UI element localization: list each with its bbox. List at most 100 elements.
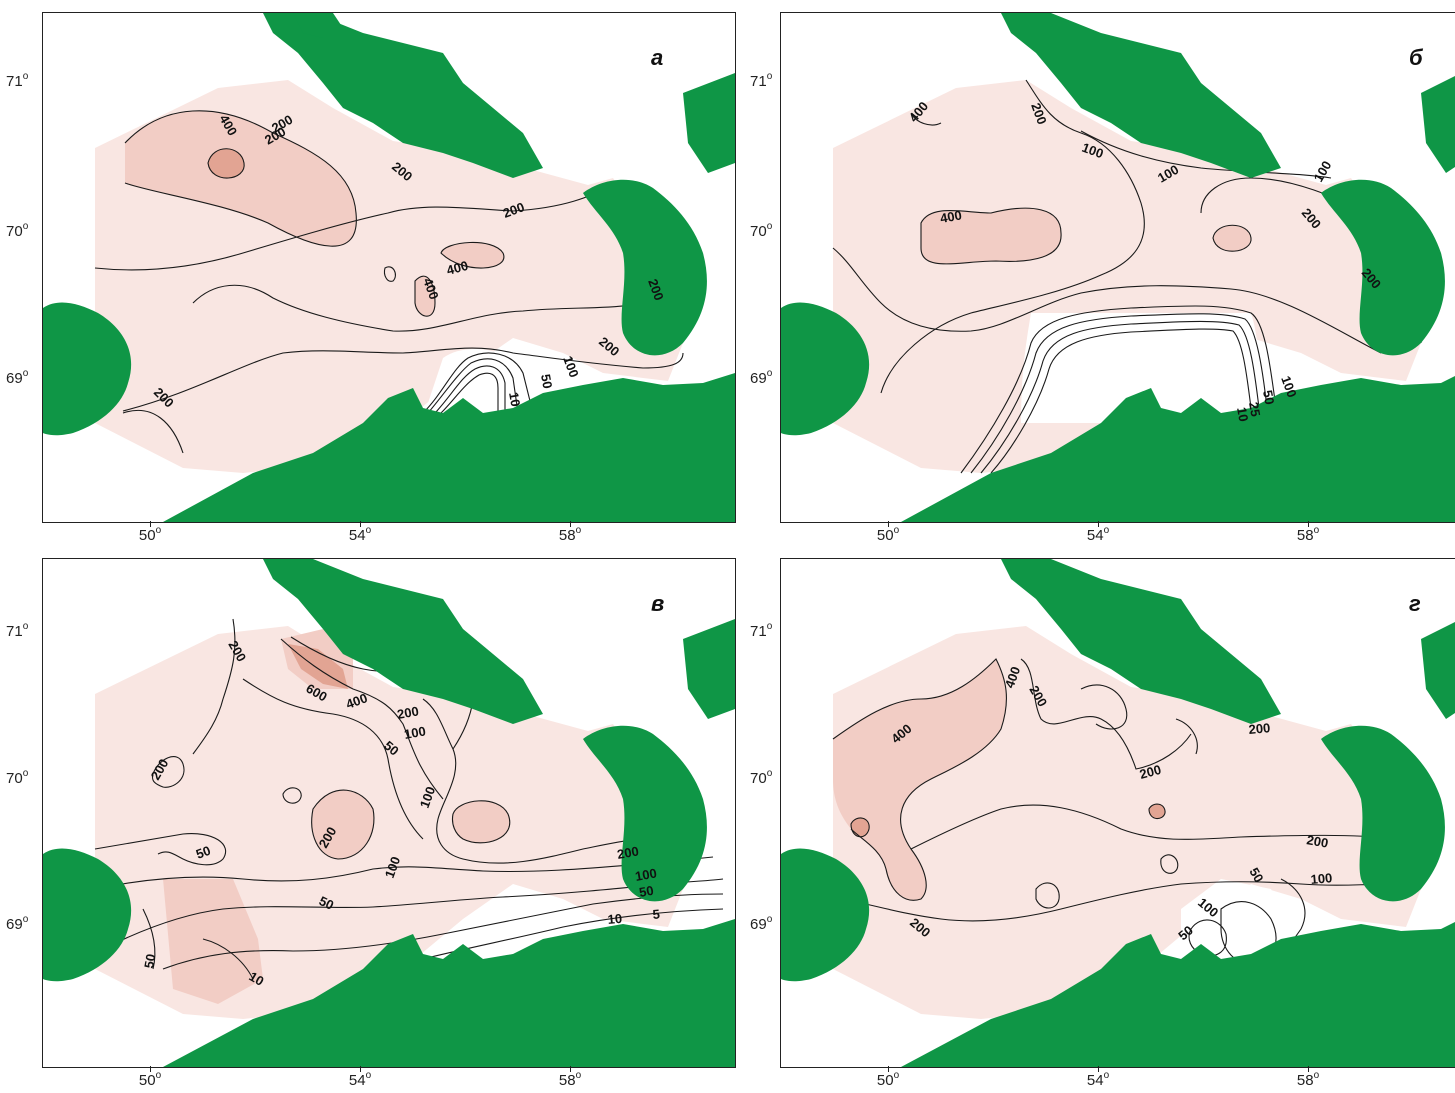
land-area [1001,559,1281,724]
map-canvas-g: 400 400 200 200 200 200 100 100 50 50 20… [781,559,1455,1067]
contour-label: 10 [607,911,623,927]
contour-label: 200 [1305,832,1329,851]
sea-shading [208,148,245,179]
contour-label: 5 [652,906,661,922]
isoline [414,275,436,317]
sea-shading [163,879,263,1004]
map-canvas-a: 400 200 200 200 200 400 400 200 200 200 … [43,13,735,522]
lat-label-70: 70o [6,768,29,787]
land-area [43,302,132,436]
sea-shading [452,800,510,843]
panel-letter-g: г [1409,591,1421,616]
lat-label-70: 70o [6,221,29,240]
isoline [1080,684,1128,730]
contour-label: 200 [501,199,527,221]
contour-label: 200 [1248,720,1271,737]
isoline [383,266,396,282]
contour-label: 100 [1278,374,1300,400]
isoline [960,305,1277,474]
lon-label-58: 58o [1296,1070,1320,1089]
isoline [1035,882,1060,909]
isoline [122,409,184,454]
land-area [263,13,543,178]
contour-label: 10 [1234,406,1251,423]
isoline [1175,718,1198,755]
sea-shading [833,80,1421,473]
lon-label-54: 54o [348,1070,372,1089]
isoline [202,938,254,980]
lat-label-71: 71o [750,621,773,640]
isoline [980,320,1260,474]
isoline [142,908,156,970]
contour-label: 100 [1311,158,1335,184]
lat-label-69: 69o [750,368,773,387]
lon-label-58: 58o [1296,525,1320,544]
contour-label: 50 [317,893,336,913]
land-area [1321,179,1445,356]
isoline [910,804,1402,850]
lon-label-50: 50o [138,525,162,544]
isoline [124,110,357,247]
contour-label: 400 [1002,665,1024,691]
land-area [1421,622,1455,719]
isoline [832,658,1007,901]
lon-label-58: 58o [558,525,582,544]
contour-label: 50 [538,373,555,390]
isoline [282,787,302,804]
isoline [207,148,245,179]
land-area [163,373,735,522]
isoline [434,365,506,414]
isoline [970,313,1268,474]
sea-shading [125,110,357,247]
contour-label: 100 [382,855,404,881]
contour-label: 100 [1080,140,1106,162]
contour-label: 50 [194,843,213,862]
land-area [901,376,1455,522]
land-area [683,619,735,719]
lon-label-54: 54o [1086,525,1110,544]
contour-label: 50 [638,883,655,900]
contour-label: 200 [396,703,420,722]
map-panel-b: 71o 70o 69o 400 200 100 [740,0,1455,548]
isoline [1020,658,1192,770]
contour-label: 200 [616,843,640,862]
lat-label-71: 71o [750,71,773,90]
isoline [990,328,1252,474]
isoline [1080,130,1332,179]
contour-label: 100 [1310,870,1333,887]
map-panel-v: 71o 70o 69o [0,548,740,1093]
isoline [880,79,1145,394]
panel-letter-a: а [651,45,664,70]
isoline [1148,803,1166,820]
land-area [901,922,1455,1067]
lat-label-69: 69o [6,914,29,933]
land-area [781,302,870,436]
sea-shading [921,208,1062,264]
contour-label: 400 [939,207,963,226]
sea-shading [1149,804,1166,819]
panel-letter-b: б [1409,45,1423,70]
map-frame-a: 400 200 200 200 200 400 400 200 200 200 … [42,12,736,523]
lon-label-54: 54o [348,525,372,544]
contour-label: 10 [506,391,523,408]
map-frame-g: 400 400 200 200 200 200 100 100 50 50 20… [780,558,1455,1068]
map-canvas-b: 400 200 100 100 100 200 400 200 100 50 2… [781,13,1455,522]
contour-label: 400 [344,690,370,712]
lat-label-69: 69o [6,368,29,387]
isoline [840,880,1422,922]
isoline [122,347,684,412]
map-frame-b: 400 200 100 100 100 200 400 200 100 50 2… [780,12,1455,523]
isoline [832,247,1382,354]
lat-label-71: 71o [6,621,29,640]
isoline [1188,919,1227,957]
contour-label: 100 [417,785,439,811]
contour-label: 25 [1246,401,1263,418]
isoline [94,833,226,866]
lat-label-71: 71o [6,71,29,90]
land-area [163,919,735,1067]
lon-label-50: 50o [876,1070,900,1089]
contour-label: 100 [560,354,582,380]
isoline [920,207,1062,265]
land-area [583,179,707,356]
lat-label-69: 69o [750,914,773,933]
